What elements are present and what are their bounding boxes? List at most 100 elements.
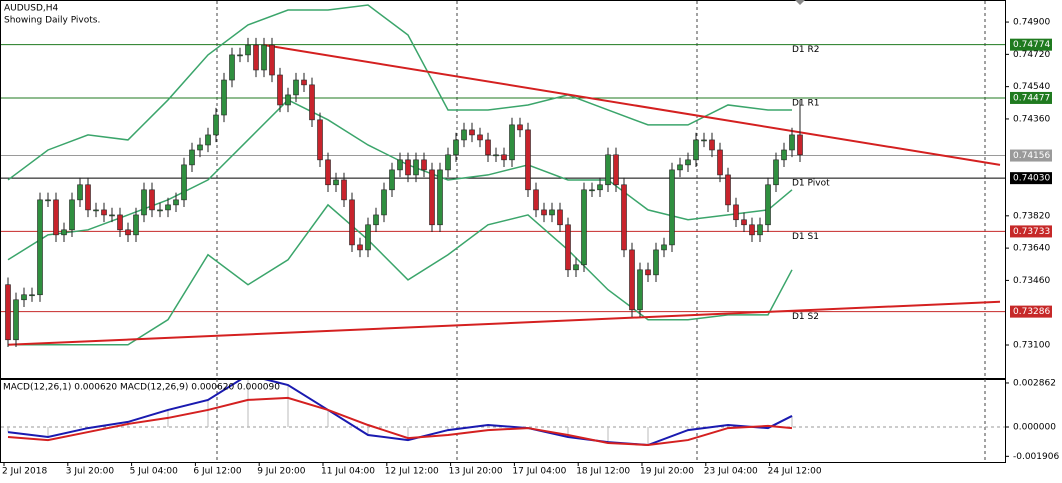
candle-body <box>549 209 555 216</box>
candle-body <box>109 214 115 217</box>
candle-body <box>429 169 435 226</box>
candle-body <box>333 179 339 186</box>
level-badge <box>1010 172 1052 185</box>
y-tick-label: 0.000000 <box>1013 423 1056 433</box>
candle-body <box>605 154 611 186</box>
candle-body <box>381 189 387 216</box>
macd-line <box>7 396 793 447</box>
candle-body <box>597 184 603 191</box>
candle-body <box>461 129 467 141</box>
candle-body <box>589 189 595 192</box>
macd-line <box>7 380 793 447</box>
candle-body <box>493 154 499 157</box>
candle-body <box>277 74 283 106</box>
candle-body <box>349 199 355 246</box>
candle-body <box>165 204 171 211</box>
macd-plot <box>1 380 1005 447</box>
candle-body <box>53 199 59 236</box>
candle-body <box>101 209 107 216</box>
main-frame <box>0 0 1006 379</box>
candle-body <box>477 134 483 141</box>
level-badge <box>1010 38 1052 51</box>
candle-body <box>613 154 619 186</box>
candle-body <box>133 214 139 236</box>
candle-body <box>301 79 307 86</box>
candle-body <box>373 214 379 226</box>
candle-body <box>453 139 459 156</box>
candle-body <box>205 134 211 146</box>
candle-body <box>269 44 275 76</box>
y-tick-label: 0.74900 <box>1013 18 1050 28</box>
candle-body <box>757 224 763 236</box>
candle-body <box>357 244 363 251</box>
candle-body <box>253 44 259 71</box>
candle-body <box>317 119 323 161</box>
candle-body <box>661 244 667 251</box>
y-tick-label: 0.74540 <box>1013 82 1050 92</box>
candle-body <box>645 269 651 276</box>
y-tick-label: 0.73820 <box>1013 211 1050 221</box>
candle-body <box>621 184 627 251</box>
candle-body <box>501 154 507 161</box>
candle-body <box>341 179 347 201</box>
candle-body <box>141 189 147 216</box>
candle-body <box>309 84 315 121</box>
level-label: 0.73733 <box>1013 227 1050 237</box>
candle-body <box>717 149 723 176</box>
chart-subtitle: Showing Daily Pivots. <box>4 16 100 26</box>
axes: 0.74900 0.74720 0.74540 0.74360 0.73820 0.736… <box>2 18 1059 477</box>
candle-body <box>685 159 691 166</box>
x-tick-label: 18 Jul 12:00 <box>576 467 630 477</box>
candle-body <box>525 129 531 191</box>
level-label: 0.74030 <box>1013 174 1050 184</box>
candle-body <box>245 44 251 56</box>
candle-body <box>325 159 331 186</box>
candle-body <box>789 134 795 151</box>
candle-body <box>189 149 195 166</box>
candle-body <box>741 219 747 226</box>
level-name: D1 S2 <box>792 312 819 322</box>
x-tick-label: 13 Jul 20:00 <box>449 467 503 477</box>
chart-title: AUDUSD,H4 <box>4 4 59 14</box>
x-tick-label: 3 Jul 20:00 <box>66 467 115 477</box>
candle-body <box>13 299 19 341</box>
candle-body <box>5 284 11 341</box>
candle-body <box>293 79 299 96</box>
candle-body <box>261 44 267 71</box>
level-label: 0.73286 <box>1013 307 1050 317</box>
y-tick-label: 0.73460 <box>1013 276 1050 286</box>
y-tick-label: 0.74720 <box>1013 50 1050 60</box>
candle-body <box>701 139 707 142</box>
y-tick-label: 0.002862 <box>1013 378 1056 388</box>
candle-body <box>725 174 731 206</box>
candle-body <box>421 159 427 171</box>
candle-body <box>45 199 51 202</box>
candle-body <box>237 54 243 57</box>
level-badge <box>1010 149 1052 162</box>
level-badge <box>1010 91 1052 104</box>
candle-body <box>365 224 371 251</box>
candle-body <box>397 159 403 171</box>
y-tick-label: 0.74360 <box>1013 114 1050 124</box>
candle-body <box>21 294 27 301</box>
band-upper <box>7 4 792 181</box>
x-tick-label: 5 Jul 04:00 <box>130 467 179 477</box>
candle-body <box>733 204 739 221</box>
y-tick-label: 0.73100 <box>1013 340 1050 350</box>
candle-body <box>437 169 443 226</box>
candle-body <box>749 224 755 236</box>
candle-body <box>677 164 683 171</box>
level-name: D1 Pivot <box>792 179 830 189</box>
candle-body <box>765 184 771 226</box>
shift-marker <box>795 0 805 5</box>
candle-body <box>229 54 235 81</box>
macd-title: MACD(12,26,1) 0.000620 MACD(12,26,9) 0.0… <box>3 383 280 393</box>
candle-body <box>669 169 675 246</box>
x-tick-label: 2 Jul 2018 <box>2 467 47 477</box>
level-badge <box>1010 305 1052 318</box>
trendline <box>7 300 1001 346</box>
level-label: 0.74156 <box>1013 151 1050 161</box>
x-tick-label: 23 Jul 04:00 <box>704 467 758 477</box>
